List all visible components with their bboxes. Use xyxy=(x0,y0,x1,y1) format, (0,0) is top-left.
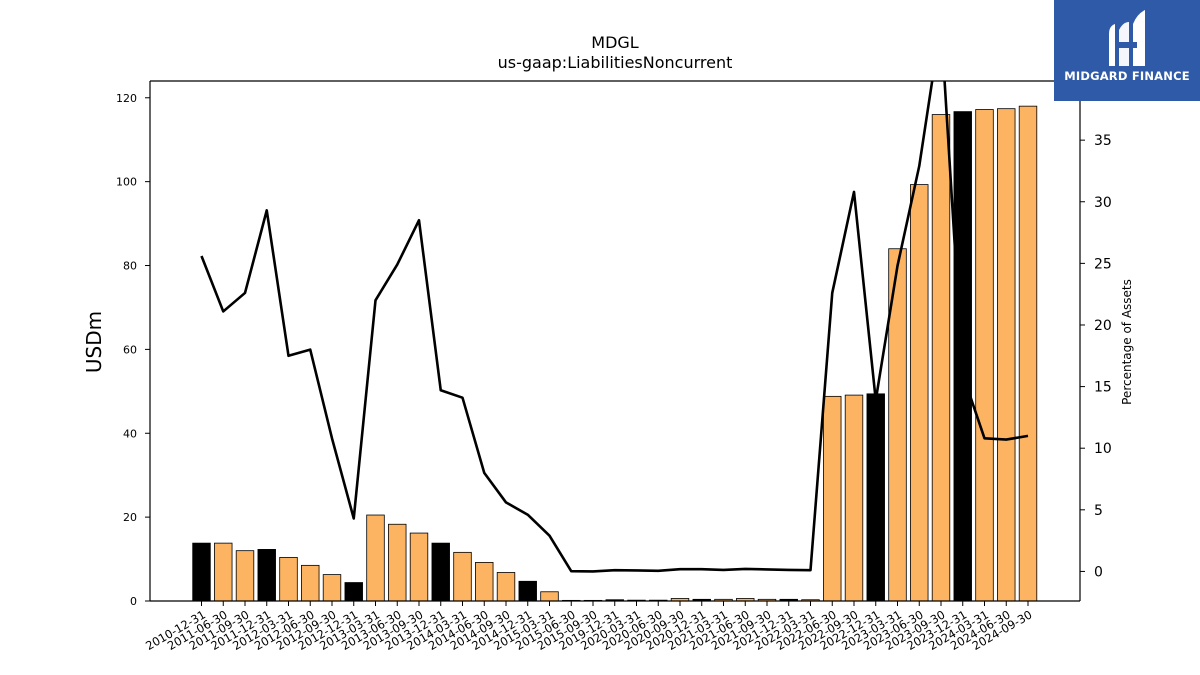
percentage-line xyxy=(200,81,1029,573)
y2-tick-label: 0 xyxy=(1094,564,1103,580)
bar-2014-12-31 xyxy=(518,580,537,601)
bar-2024-09-30 xyxy=(1018,105,1038,601)
bar-2021-03-31 xyxy=(714,598,733,601)
bar-2014-06-30 xyxy=(475,562,494,601)
bar-2024-06-30 xyxy=(997,108,1016,601)
bar-2020-12-31 xyxy=(692,598,711,601)
y-tick-label: 0 xyxy=(130,595,137,608)
y2-tick-label: 15 xyxy=(1094,380,1112,396)
bar-2023-06-30 xyxy=(910,184,929,601)
bar-2012-09-30 xyxy=(322,574,342,601)
y-tick-label: 20 xyxy=(123,511,137,524)
bar-2023-03-31 xyxy=(888,248,907,601)
y-axis-label: USDm xyxy=(82,311,106,373)
bar-2021-09-30 xyxy=(757,598,777,601)
bar-2014-09-30 xyxy=(496,572,516,601)
y2-tick-label: 30 xyxy=(1094,195,1112,211)
bar-2012-03-31 xyxy=(279,556,298,601)
y-tick-label: 60 xyxy=(123,343,137,356)
bar-2011-09-30 xyxy=(235,550,255,601)
y2-tick-label: 35 xyxy=(1094,133,1112,149)
bar-2015-03-31 xyxy=(540,591,559,601)
bar-2010-12-31 xyxy=(192,542,211,601)
y2-tick-label: 5 xyxy=(1094,503,1103,519)
bar-2012-12-31 xyxy=(344,582,363,601)
bar-2012-06-30 xyxy=(301,564,320,601)
y-tick-label: 80 xyxy=(123,260,137,273)
bar-2011-06-30 xyxy=(214,542,233,601)
bar-2014-03-31 xyxy=(453,551,472,601)
logo-text: MIDGARD FINANCE xyxy=(1064,69,1190,83)
chart-title: MDGL xyxy=(591,33,639,52)
bar-2013-06-30 xyxy=(388,523,407,601)
y2-tick-label: 20 xyxy=(1094,318,1112,334)
y-tick-label: 100 xyxy=(116,176,137,189)
bar-series xyxy=(192,105,1038,601)
bar-2013-09-30 xyxy=(409,532,429,601)
y2-axis-label: Percentage of Assets xyxy=(1120,279,1134,405)
midgard-finance-logo: MIDGARD FINANCE xyxy=(1054,0,1200,101)
bar-2022-09-30 xyxy=(844,394,864,601)
y2-tick-label: 25 xyxy=(1094,256,1112,272)
bar-2022-06-30 xyxy=(823,395,842,601)
midgard-logo-icon xyxy=(1109,10,1145,66)
bar-2024-03-31 xyxy=(975,109,994,601)
chart-subtitle: us-gaap:LiabilitiesNoncurrent xyxy=(498,53,733,72)
bar-2023-09-30 xyxy=(931,114,951,601)
bar-2013-12-31 xyxy=(431,542,450,601)
bar-2011-12-31 xyxy=(257,549,276,601)
y-tick-label: 40 xyxy=(123,427,137,440)
bar-2021-12-31 xyxy=(779,598,798,601)
y-tick-label: 120 xyxy=(116,92,137,105)
y2-tick-label: 10 xyxy=(1094,441,1112,457)
bar-2022-12-31 xyxy=(866,393,885,601)
bar-2013-03-31 xyxy=(366,514,385,601)
